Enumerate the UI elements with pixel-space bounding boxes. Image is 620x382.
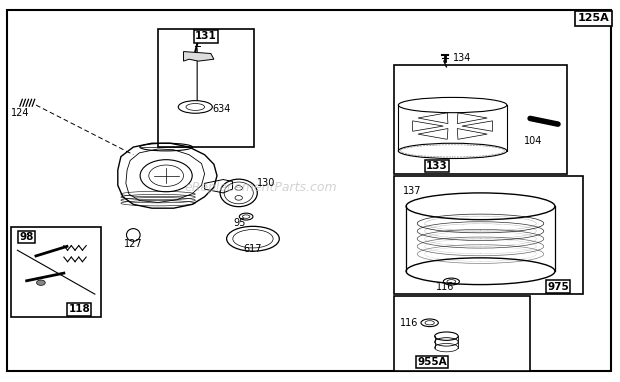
- Text: 137: 137: [403, 186, 422, 196]
- Text: 118: 118: [68, 304, 91, 314]
- Text: eReplacementParts.com: eReplacementParts.com: [184, 181, 337, 194]
- Bar: [394, 176, 583, 294]
- Text: 955A: 955A: [417, 357, 447, 367]
- Bar: [394, 296, 530, 371]
- Text: 127: 127: [124, 239, 143, 249]
- Text: 104: 104: [524, 136, 542, 146]
- Text: 133: 133: [426, 161, 448, 171]
- Bar: [384, 17, 608, 369]
- Text: 634: 634: [213, 104, 231, 114]
- Text: 95: 95: [234, 219, 246, 228]
- Bar: [65, 17, 384, 369]
- Text: 131: 131: [195, 31, 217, 41]
- Text: 617: 617: [244, 244, 262, 254]
- Text: 124: 124: [11, 108, 29, 118]
- Polygon shape: [184, 52, 214, 61]
- Circle shape: [235, 186, 242, 190]
- Bar: [11, 227, 101, 317]
- Text: 134: 134: [453, 53, 471, 63]
- Text: 116: 116: [436, 282, 454, 292]
- Text: 125A: 125A: [577, 13, 609, 23]
- Text: 116: 116: [400, 318, 419, 328]
- Circle shape: [37, 280, 45, 285]
- Text: 130: 130: [257, 178, 276, 188]
- Bar: [158, 29, 254, 147]
- Bar: [394, 65, 567, 174]
- Text: 975: 975: [547, 282, 569, 291]
- Text: 98: 98: [19, 232, 34, 242]
- Circle shape: [235, 196, 242, 200]
